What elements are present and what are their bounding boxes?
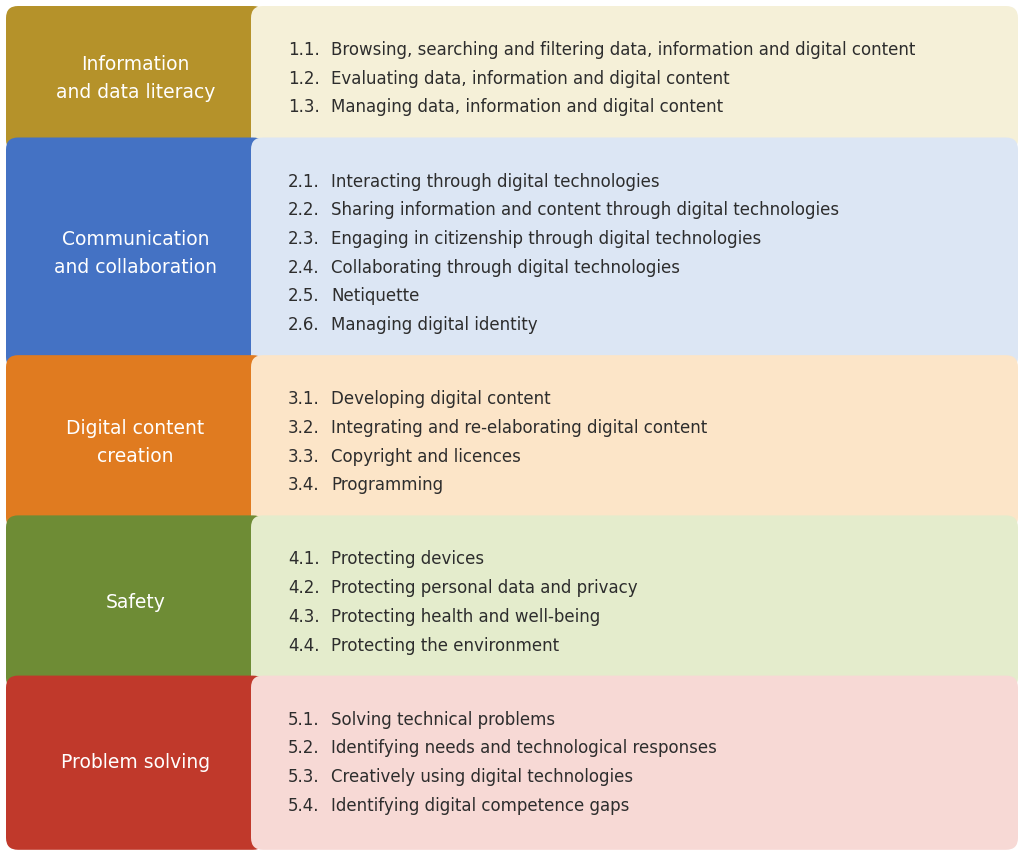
Text: Integrating and re-elaborating digital content: Integrating and re-elaborating digital c… [331, 419, 708, 437]
Text: Sharing information and content through digital technologies: Sharing information and content through … [331, 201, 839, 219]
Text: 2.3.: 2.3. [288, 230, 319, 248]
FancyBboxPatch shape [251, 515, 1018, 690]
Text: Protecting devices: Protecting devices [331, 550, 484, 568]
FancyBboxPatch shape [6, 138, 265, 369]
FancyBboxPatch shape [6, 355, 265, 530]
Text: Protecting the environment: Protecting the environment [331, 636, 559, 654]
Text: 3.3.: 3.3. [288, 447, 319, 465]
Text: 3.1.: 3.1. [288, 390, 319, 408]
Text: Protecting health and well-being: Protecting health and well-being [331, 608, 600, 626]
Text: 1.1.: 1.1. [288, 41, 319, 59]
Text: 1.2.: 1.2. [288, 70, 319, 88]
Text: Engaging in citizenship through digital technologies: Engaging in citizenship through digital … [331, 230, 761, 248]
Text: 3.2.: 3.2. [288, 419, 319, 437]
Text: Communication
and collaboration: Communication and collaboration [54, 230, 217, 277]
Text: Digital content
creation: Digital content creation [67, 419, 205, 466]
Text: Problem solving: Problem solving [61, 753, 210, 772]
Text: Managing digital identity: Managing digital identity [331, 316, 538, 335]
Text: 4.2.: 4.2. [288, 579, 319, 597]
FancyBboxPatch shape [6, 6, 265, 151]
Text: Browsing, searching and filtering data, information and digital content: Browsing, searching and filtering data, … [331, 41, 915, 59]
Text: Evaluating data, information and digital content: Evaluating data, information and digital… [331, 70, 730, 88]
Text: 2.5.: 2.5. [288, 287, 319, 305]
Text: Interacting through digital technologies: Interacting through digital technologies [331, 173, 659, 191]
Text: Identifying digital competence gaps: Identifying digital competence gaps [331, 796, 630, 814]
Text: 2.1.: 2.1. [288, 173, 319, 191]
Text: 1.3.: 1.3. [288, 98, 319, 116]
Text: 2.2.: 2.2. [288, 201, 319, 219]
Text: Developing digital content: Developing digital content [331, 390, 551, 408]
Text: Netiquette: Netiquette [331, 287, 420, 305]
Text: 5.4.: 5.4. [288, 796, 319, 814]
FancyBboxPatch shape [251, 676, 1018, 850]
Text: 5.2.: 5.2. [288, 740, 319, 758]
FancyBboxPatch shape [251, 355, 1018, 530]
Text: Protecting personal data and privacy: Protecting personal data and privacy [331, 579, 638, 597]
Text: 4.4.: 4.4. [288, 636, 319, 654]
Text: 3.4.: 3.4. [288, 476, 319, 494]
Text: Programming: Programming [331, 476, 443, 494]
Text: Safety: Safety [105, 593, 166, 612]
FancyBboxPatch shape [251, 138, 1018, 369]
Text: Collaborating through digital technologies: Collaborating through digital technologi… [331, 259, 680, 277]
Text: 4.3.: 4.3. [288, 608, 319, 626]
Text: Managing data, information and digital content: Managing data, information and digital c… [331, 98, 723, 116]
FancyBboxPatch shape [6, 676, 265, 850]
Text: Creatively using digital technologies: Creatively using digital technologies [331, 768, 633, 786]
Text: Copyright and licences: Copyright and licences [331, 447, 521, 465]
FancyBboxPatch shape [251, 6, 1018, 151]
Text: Information
and data literacy: Information and data literacy [56, 55, 215, 102]
Text: Solving technical problems: Solving technical problems [331, 710, 555, 728]
Text: Identifying needs and technological responses: Identifying needs and technological resp… [331, 740, 717, 758]
FancyBboxPatch shape [6, 515, 265, 690]
Text: 4.1.: 4.1. [288, 550, 319, 568]
Text: 2.4.: 2.4. [288, 259, 319, 277]
Text: 2.6.: 2.6. [288, 316, 319, 335]
Text: 5.3.: 5.3. [288, 768, 319, 786]
Text: 5.1.: 5.1. [288, 710, 319, 728]
